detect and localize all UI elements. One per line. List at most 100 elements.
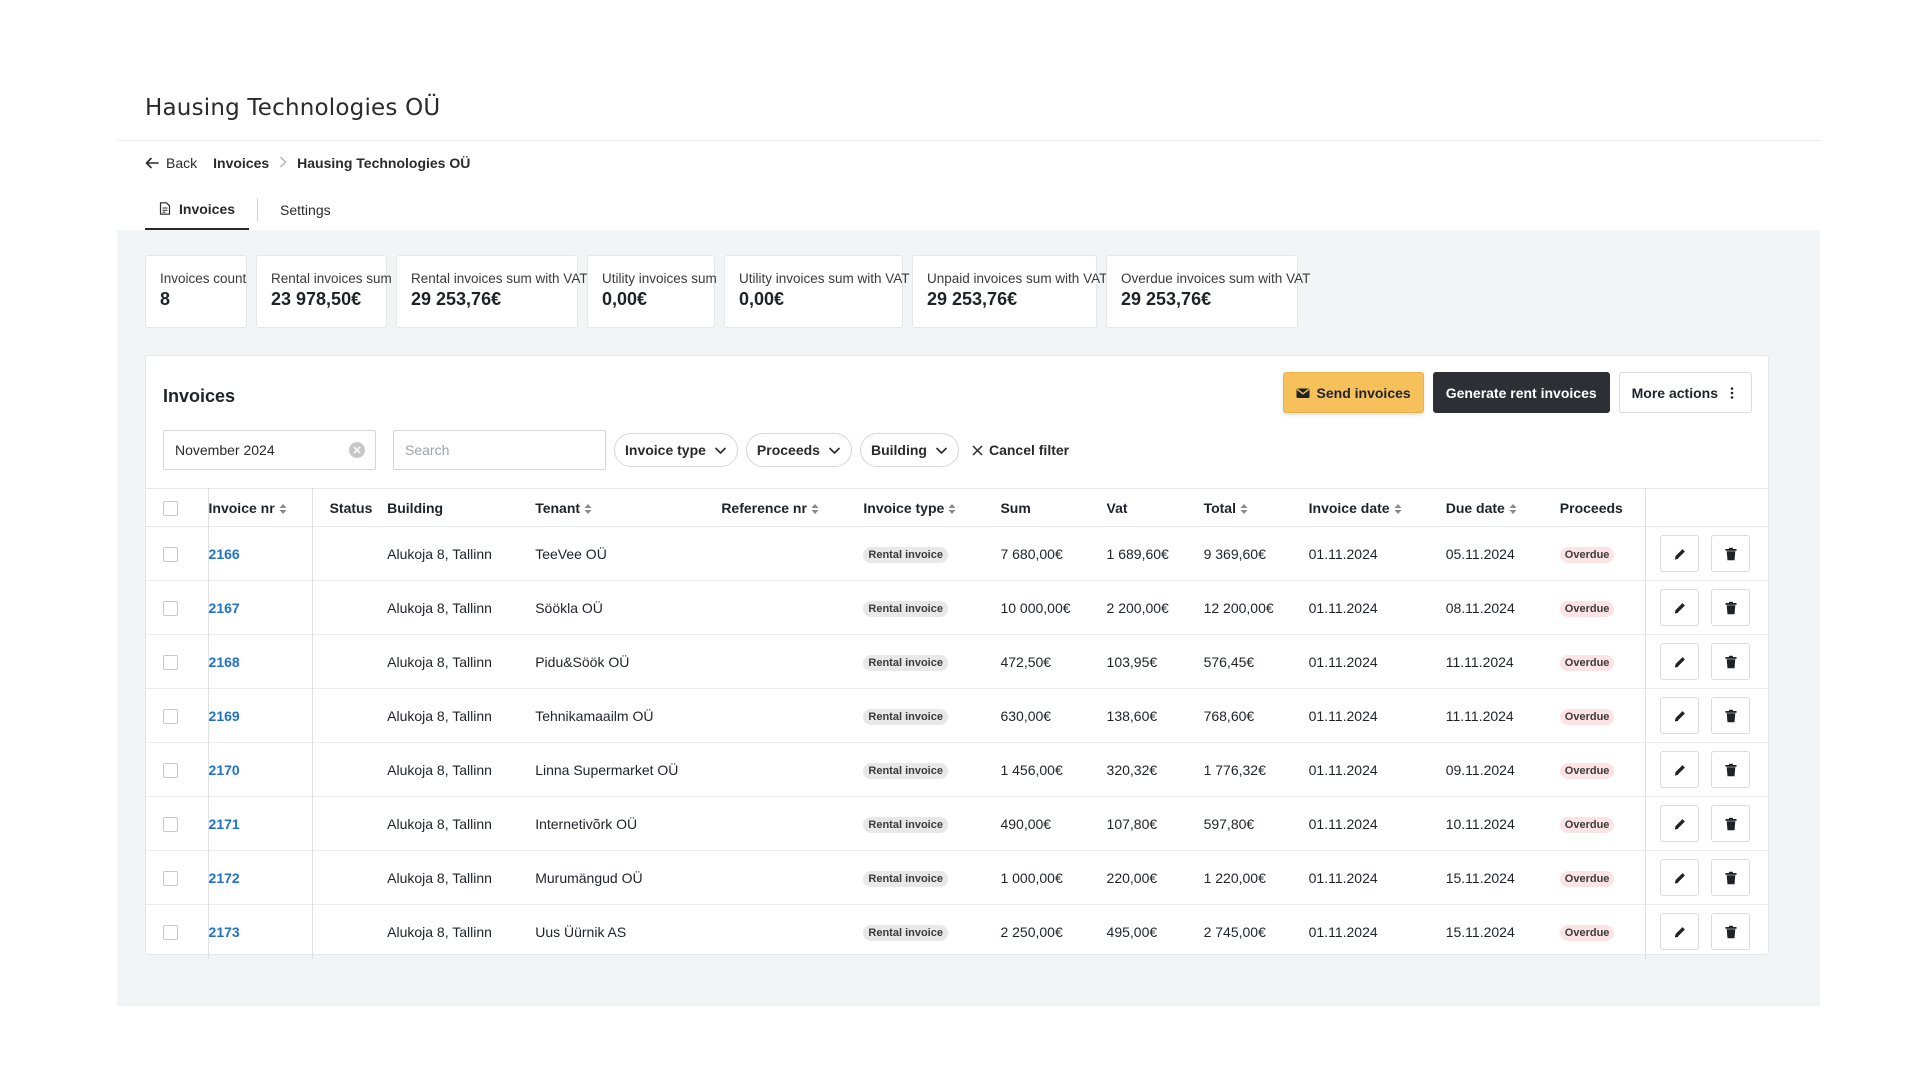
header-label: Sum [1000, 499, 1031, 516]
header-reference-nr[interactable]: Reference nr [721, 489, 863, 527]
back-button[interactable]: Back [145, 155, 197, 171]
header-tenant[interactable]: Tenant [535, 489, 721, 527]
stat-value: 0,00€ [739, 289, 785, 309]
table-row: 2170 Alukoja 8, Tallinn Linna Supermarke… [146, 742, 1768, 797]
invoice-nr-link[interactable]: 2173 [208, 923, 240, 940]
cancel-filter-button[interactable]: Cancel filter [972, 442, 1069, 458]
month-picker[interactable]: November 2024 [163, 430, 376, 470]
search-input[interactable] [393, 430, 606, 470]
header-label: Invoice type [863, 499, 945, 516]
vat-cell: 103,95€ [1106, 653, 1158, 670]
invoice-nr-link[interactable]: 2166 [208, 545, 240, 562]
delete-button[interactable] [1711, 751, 1751, 788]
stat-label: Rental invoices sum [271, 271, 392, 286]
tab-settings[interactable]: Settings [266, 189, 345, 230]
select-all-checkbox[interactable] [163, 500, 178, 516]
building-cell: Alukoja 8, Tallinn [387, 923, 492, 940]
row-checkbox[interactable] [163, 870, 178, 886]
invoice-nr-cell: 2172 [208, 850, 313, 905]
more-actions-button[interactable]: More actions [1618, 372, 1752, 413]
header-total[interactable]: Total [1204, 489, 1309, 527]
invoice-nr-link[interactable]: 2172 [208, 869, 240, 886]
trash-icon [1725, 655, 1737, 668]
select-all-cell [146, 488, 209, 527]
invoice-nr-link[interactable]: 2169 [208, 707, 240, 724]
delete-button[interactable] [1711, 589, 1751, 626]
row-checkbox[interactable] [163, 925, 178, 941]
row-actions-cell [1645, 688, 1768, 743]
edit-button[interactable] [1660, 643, 1700, 680]
delete-button[interactable] [1711, 535, 1751, 572]
main-content: Invoices count 8 Rental invoices sum 23 … [117, 230, 1820, 1006]
tab-invoices[interactable]: Invoices [145, 189, 250, 230]
chevron-down-icon [714, 446, 726, 454]
invoice-type-badge: Rental invoice [863, 708, 948, 725]
proceeds-dropdown[interactable]: Proceeds [745, 433, 852, 467]
tenant-cell: Internetivõrk OÜ [535, 815, 638, 832]
delete-button[interactable] [1711, 913, 1751, 951]
vat-cell: 138,60€ [1106, 707, 1158, 724]
building-dropdown[interactable]: Building [859, 433, 959, 467]
back-label: Back [166, 155, 198, 171]
row-checkbox[interactable] [163, 816, 178, 832]
total-cell: 1 776,32€ [1203, 761, 1266, 778]
due-date-cell: 11.11.2024 [1445, 707, 1514, 724]
sort-icon [584, 503, 592, 514]
header-invoice-nr[interactable]: Invoice nr [208, 488, 313, 527]
edit-button[interactable] [1660, 913, 1700, 951]
edit-button[interactable] [1660, 751, 1700, 788]
header-invoice-date[interactable]: Invoice date [1309, 489, 1446, 527]
delete-button[interactable] [1711, 805, 1751, 842]
edit-button[interactable] [1660, 805, 1700, 842]
row-checkbox[interactable] [163, 708, 178, 724]
row-checkbox[interactable] [163, 546, 178, 562]
row-checkbox[interactable] [163, 654, 178, 670]
generate-label: Generate rent invoices [1445, 384, 1597, 401]
row-checkbox[interactable] [163, 600, 178, 616]
proceeds-badge: Overdue [1559, 600, 1615, 617]
invoice-type-dropdown[interactable]: Invoice type [614, 433, 738, 467]
breadcrumb-invoices[interactable]: Invoices [213, 155, 270, 171]
app-header: Hausing Technologies OÜ [117, 75, 1820, 141]
row-actions-cell [1645, 904, 1768, 959]
row-actions-cell [1645, 526, 1768, 581]
proceeds-cell: Overdue [1559, 689, 1646, 743]
status-cell [312, 851, 387, 905]
delete-button[interactable] [1711, 643, 1751, 680]
building-cell: Alukoja 8, Tallinn [387, 869, 492, 886]
close-icon [972, 444, 983, 456]
invoice-nr-link[interactable]: 2170 [208, 761, 240, 778]
breadcrumb: Back Invoices Hausing Technologies OÜ [145, 155, 470, 171]
vat-cell: 495,00€ [1106, 923, 1158, 940]
proceeds-cell: Overdue [1559, 527, 1646, 581]
edit-button[interactable] [1660, 589, 1700, 626]
building-cell: Alukoja 8, Tallinn [387, 653, 492, 670]
invoice-nr-link[interactable]: 2171 [208, 815, 240, 832]
row-checkbox[interactable] [163, 762, 178, 778]
trash-icon [1725, 547, 1737, 560]
total-cell: 2 745,00€ [1203, 923, 1266, 940]
due-date-cell: 08.11.2024 [1445, 599, 1515, 616]
header-invoice-type[interactable]: Invoice type [863, 489, 1000, 527]
delete-button[interactable] [1711, 859, 1751, 896]
delete-button[interactable] [1711, 697, 1751, 734]
invoice-type-cell: Rental invoice [863, 743, 1000, 797]
trash-icon [1725, 763, 1737, 776]
send-invoices-button[interactable]: Send invoices [1282, 372, 1424, 413]
invoice-nr-link[interactable]: 2168 [208, 653, 240, 670]
sort-icon [948, 503, 956, 514]
invoice-date-cell: 01.11.2024 [1308, 869, 1378, 886]
tenant-cell: TeeVee OÜ [535, 545, 607, 562]
invoice-nr-link[interactable]: 2167 [208, 599, 240, 616]
building-cell: Alukoja 8, Tallinn [387, 599, 492, 616]
edit-button[interactable] [1660, 697, 1700, 734]
proceeds-badge: Overdue [1559, 816, 1615, 833]
generate-rent-invoices-button[interactable]: Generate rent invoices [1432, 372, 1610, 413]
proceeds-cell: Overdue [1559, 635, 1646, 689]
edit-button[interactable] [1660, 535, 1700, 572]
invoice-type-badge: Rental invoice [863, 762, 948, 779]
clear-date-icon[interactable] [349, 442, 365, 458]
header-due-date[interactable]: Due date [1446, 489, 1560, 527]
edit-button[interactable] [1660, 859, 1700, 896]
vat-cell: 1 689,60€ [1106, 545, 1169, 562]
